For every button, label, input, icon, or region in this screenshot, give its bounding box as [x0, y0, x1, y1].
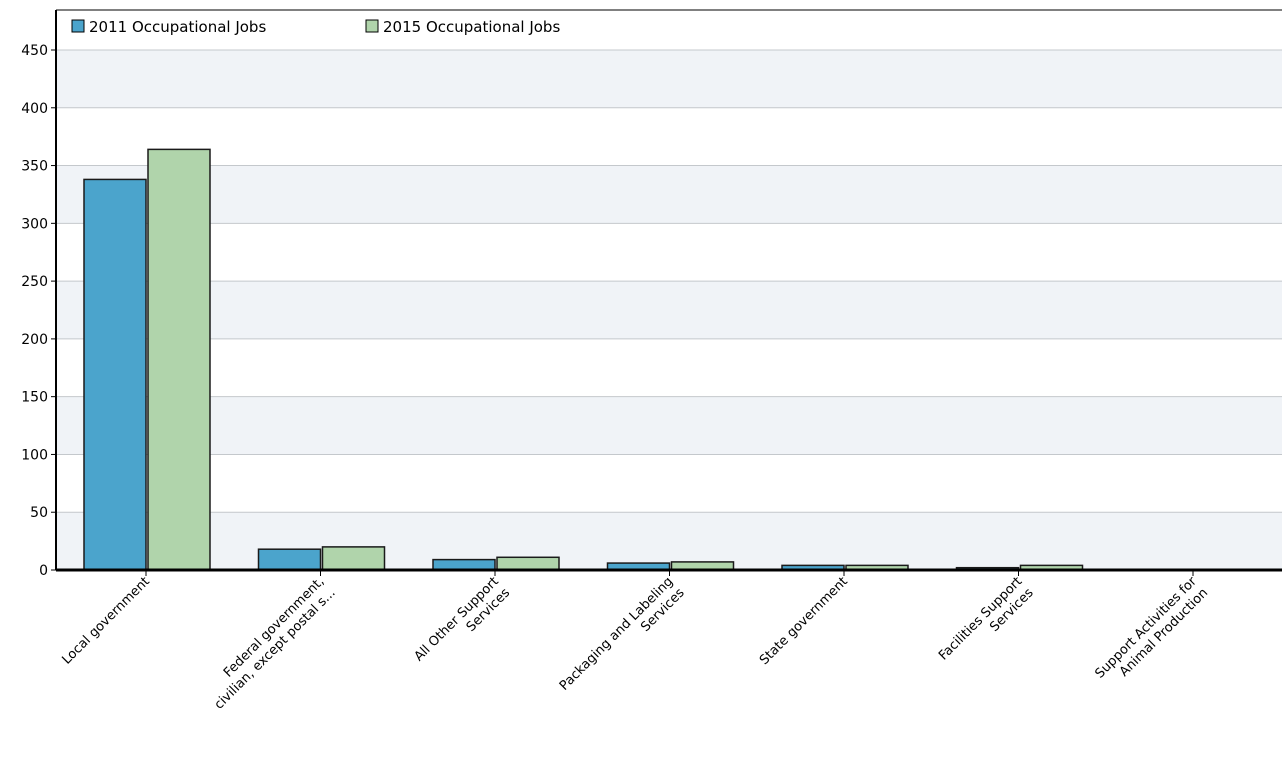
y-tick-label: 200 [21, 332, 48, 348]
x-tick-label: Federal government, [221, 574, 327, 680]
axes [55, 9, 1282, 576]
grid-band [56, 281, 1282, 339]
grid-band [56, 512, 1282, 570]
grid-band [56, 165, 1282, 224]
bar-2011 [257, 548, 322, 571]
gridlines [56, 49, 1282, 513]
bar-2015 [496, 556, 560, 571]
legend-swatch [365, 19, 379, 33]
x-tick-label: State government [757, 574, 851, 668]
y-axis-ticks: 0 50 100 150 200 250 300 350 400 450 [21, 43, 56, 579]
bar-2015 [147, 148, 211, 571]
y-tick-label: 300 [21, 216, 48, 232]
y-tick-label: 0 [39, 563, 48, 579]
plot-bands [56, 10, 1282, 570]
grid-band-top [56, 10, 1282, 50]
y-tick-label: 150 [21, 390, 48, 406]
x-axis-labels: Local government Federal government,civil… [59, 574, 1211, 713]
x-tick-label-group: State government [757, 574, 851, 668]
bar-2015 [321, 546, 386, 571]
x-tick-label: civilian, except postal s... [212, 586, 339, 713]
y-tick-label: 400 [21, 101, 48, 117]
y-tick-label: 450 [21, 43, 48, 59]
grid-band [56, 396, 1282, 455]
x-tick-label: Support Activities for [1092, 574, 1200, 682]
y-tick-label: 250 [21, 274, 48, 290]
y-tick-label: 50 [30, 505, 48, 521]
y-tick-label: 100 [21, 447, 48, 463]
bars [83, 148, 1258, 571]
legend: 2011 Occupational Jobs 2015 Occupational … [71, 18, 560, 36]
x-tick-label: Packaging and Labeling [557, 574, 676, 693]
grid-band [56, 50, 1282, 108]
y-tick-label: 350 [21, 159, 48, 175]
legend-label: 2011 Occupational Jobs [89, 18, 266, 36]
legend-label: 2015 Occupational Jobs [383, 18, 560, 36]
bar-2011 [432, 558, 496, 571]
x-tick-label: Local government [59, 574, 152, 667]
bar-2011 [83, 178, 147, 571]
x-tick-label-group: Federal government,civilian, except post… [212, 574, 339, 713]
legend-swatch [71, 19, 85, 33]
x-tick-label-group: Local government [59, 574, 152, 667]
